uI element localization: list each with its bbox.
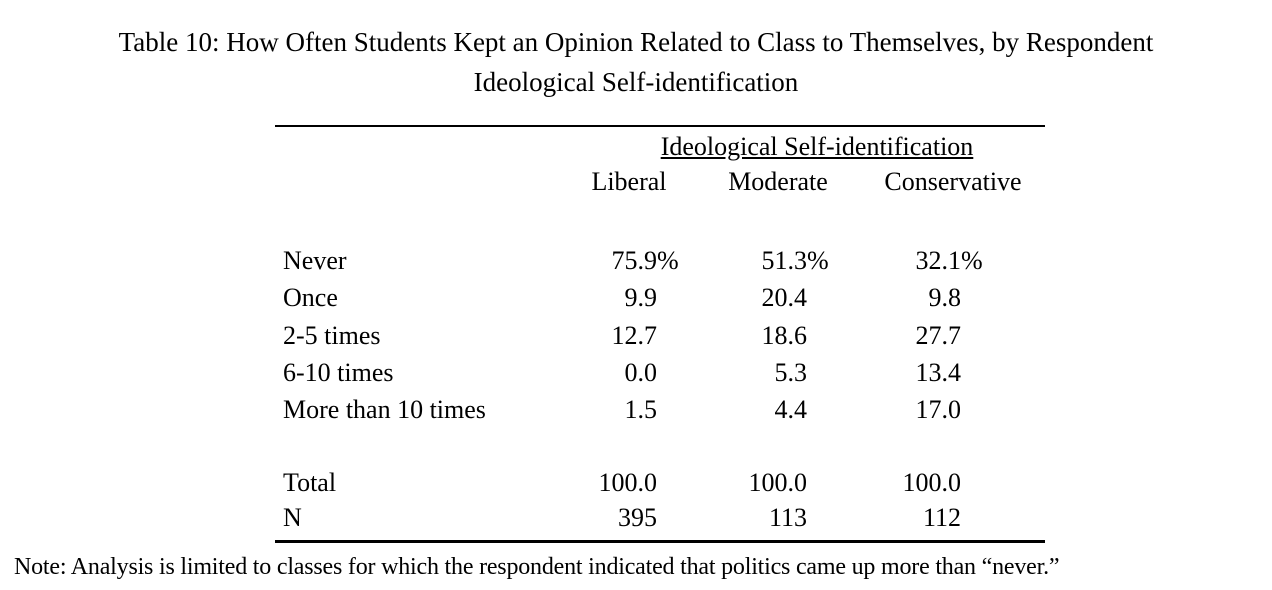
- table-cell: 27.7: [916, 319, 992, 353]
- cell-value: 9.8: [928, 283, 962, 312]
- table-cell: 100.0: [749, 466, 838, 500]
- total-row: Total 100.0 100.0 100.0: [275, 466, 1045, 500]
- table-row: 6-10 times 0.0 5.3 13.4: [275, 356, 1045, 390]
- table-cell: 75.9%: [612, 244, 688, 278]
- row-label: 2-5 times: [283, 321, 381, 350]
- table-row: Once 9.9 20.4 9.8: [275, 281, 1045, 315]
- table-note: Note: Analysis is limited to classes for…: [14, 554, 1060, 580]
- cell-suffix: %: [807, 246, 829, 275]
- table-cell: 5.3: [775, 356, 838, 390]
- table-cell: 17.0: [916, 393, 992, 427]
- cell-value: 1.5: [624, 395, 658, 424]
- cell-value: 13.4: [915, 358, 962, 387]
- row-label: N: [283, 503, 302, 532]
- cell-value: 100.0: [598, 468, 658, 497]
- row-label: More than 10 times: [283, 395, 486, 424]
- row-label: Once: [283, 283, 338, 312]
- cell-value: 395: [618, 503, 657, 532]
- cell-suffix: %: [657, 246, 679, 275]
- table-title-line1: Table 10: How Often Students Kept an Opi…: [118, 27, 1154, 57]
- column-header-moderate: Moderate: [728, 167, 828, 196]
- cell-value: 32.1: [915, 246, 962, 275]
- cell-value: 113: [768, 503, 807, 532]
- n-row: N 395 113 112: [275, 501, 1045, 535]
- table-cell: 4.4: [775, 393, 838, 427]
- cell-value: 75.9: [611, 246, 658, 275]
- cell-suffix: %: [961, 246, 983, 275]
- table-cell: 9.8: [929, 281, 992, 315]
- cell-value: 51.3: [761, 246, 808, 275]
- table-cell: 0.0: [625, 356, 688, 390]
- cell-value: 18.6: [761, 321, 808, 350]
- cell-value: 100.0: [748, 468, 808, 497]
- table-cell: 113: [769, 501, 837, 535]
- cell-value: 12.7: [611, 321, 658, 350]
- table-cell: 112: [923, 501, 991, 535]
- data-table: Ideological Self-identification Liberal …: [275, 125, 1045, 543]
- table-cell: 18.6: [762, 319, 838, 353]
- table-cell: 51.3%: [762, 244, 838, 278]
- table-cell: 12.7: [612, 319, 688, 353]
- table-cell: 100.0: [903, 466, 992, 500]
- row-label: Never: [283, 246, 347, 275]
- table-cell: 9.9: [625, 281, 688, 315]
- table-row: Never 75.9% 51.3% 32.1%: [275, 244, 1045, 278]
- group-header: Ideological Self-identification: [660, 132, 974, 161]
- cell-value: 100.0: [902, 468, 962, 497]
- cell-value: 4.4: [774, 395, 808, 424]
- cell-value: 17.0: [915, 395, 962, 424]
- table-cell: 100.0: [599, 466, 688, 500]
- cell-value: 27.7: [915, 321, 962, 350]
- cell-value: 20.4: [761, 283, 808, 312]
- table-title: Table 10: How Often Students Kept an Opi…: [0, 22, 1272, 102]
- column-header-conservative: Conservative: [884, 167, 1022, 196]
- table-cell: 395: [618, 501, 687, 535]
- table-row: More than 10 times 1.5 4.4 17.0: [275, 393, 1045, 427]
- column-header-liberal: Liberal: [591, 167, 667, 196]
- table-cell: 32.1%: [916, 244, 992, 278]
- row-label: 6-10 times: [283, 358, 394, 387]
- table-row: 2-5 times 12.7 18.6 27.7: [275, 319, 1045, 353]
- cell-value: 5.3: [774, 358, 808, 387]
- cell-value: 0.0: [624, 358, 658, 387]
- cell-value: 112: [922, 503, 961, 532]
- group-header-row: Ideological Self-identification: [275, 130, 1045, 164]
- table-cell: 20.4: [762, 281, 838, 315]
- column-header-row: Liberal Moderate Conservative: [275, 165, 1045, 199]
- row-label: Total: [283, 468, 337, 497]
- table-cell: 13.4: [916, 356, 992, 390]
- table-cell: 1.5: [625, 393, 688, 427]
- cell-value: 9.9: [624, 283, 658, 312]
- table-title-line2: Ideological Self-identification: [473, 67, 799, 97]
